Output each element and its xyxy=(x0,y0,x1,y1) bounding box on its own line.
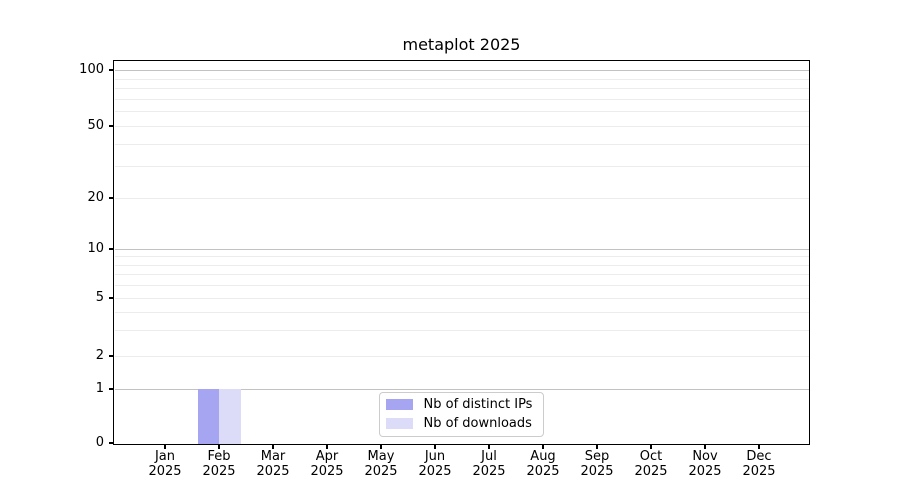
y-tick-mark xyxy=(108,197,113,199)
gridline-minor xyxy=(114,256,809,258)
bar-distinct-ips xyxy=(197,389,219,444)
x-tick-mark xyxy=(488,444,490,449)
gridline-minor xyxy=(114,198,809,199)
x-tick-mark xyxy=(650,444,652,449)
y-tick-label: 1 xyxy=(95,381,104,396)
x-tick-year: 2025 xyxy=(256,463,290,479)
x-tick-month: Apr xyxy=(315,449,339,464)
x-tick-label: Oct 2025 xyxy=(624,449,678,479)
gridline-minor xyxy=(114,312,809,314)
x-tick-month: Jun xyxy=(424,449,446,464)
gridline-minor xyxy=(114,78,809,80)
y-tick-mark xyxy=(108,248,113,250)
x-tick-mark xyxy=(380,444,382,449)
y-tick-label: 5 xyxy=(95,290,104,305)
y-tick-mark xyxy=(108,297,113,299)
legend: Nb of distinct IPs Nb of downloads xyxy=(378,391,544,437)
legend-swatch-distinct-ips xyxy=(385,399,413,411)
legend-label-distinct-ips: Nb of distinct IPs xyxy=(423,397,533,413)
y-tick-label: 2 xyxy=(95,348,104,363)
gridline-minor xyxy=(114,126,809,127)
gridline-minor xyxy=(114,264,809,266)
y-tick-mark xyxy=(108,125,113,127)
y-tick-mark xyxy=(108,69,113,71)
x-tick-year: 2025 xyxy=(688,463,722,479)
x-tick-mark xyxy=(326,444,328,449)
x-tick-month: Mar xyxy=(260,449,286,464)
gridline-minor xyxy=(114,274,809,276)
x-tick-label: Jul 2025 xyxy=(462,449,516,479)
chart-title: metaplot 2025 xyxy=(402,35,521,54)
legend-label-downloads: Nb of downloads xyxy=(423,415,532,431)
gridline-minor xyxy=(114,298,809,299)
legend-entry-distinct-ips: Nb of distinct IPs xyxy=(385,396,537,415)
x-tick-mark xyxy=(542,444,544,449)
bar-downloads xyxy=(219,389,241,444)
x-tick-mark xyxy=(272,444,274,449)
x-tick-year: 2025 xyxy=(310,463,344,479)
x-tick-month: Feb xyxy=(207,449,231,464)
x-tick-year: 2025 xyxy=(364,463,398,479)
x-tick-month: Sep xyxy=(584,449,610,464)
y-tick-label: 100 xyxy=(79,62,104,77)
x-tick-month: May xyxy=(367,449,395,464)
x-tick-mark xyxy=(704,444,706,449)
plot-spines xyxy=(112,60,811,445)
x-tick-label: Nov 2025 xyxy=(678,449,732,479)
y-tick-mark xyxy=(108,355,113,357)
gridline-major xyxy=(114,389,809,390)
x-tick-year: 2025 xyxy=(472,463,506,479)
x-tick-month: Nov xyxy=(692,449,718,464)
x-tick-month: Oct xyxy=(639,449,663,464)
x-tick-mark xyxy=(218,444,220,449)
y-tick-label: 20 xyxy=(87,190,104,205)
gridline-minor xyxy=(114,88,809,90)
x-tick-year: 2025 xyxy=(580,463,614,479)
x-tick-label: Sep 2025 xyxy=(570,449,624,479)
x-tick-label: Apr 2025 xyxy=(300,449,354,479)
gridline-minor xyxy=(114,356,809,357)
x-tick-year: 2025 xyxy=(418,463,452,479)
x-tick-year: 2025 xyxy=(742,463,776,479)
x-tick-label: Jan 2025 xyxy=(138,449,192,479)
y-tick-label: 10 xyxy=(87,241,104,256)
x-tick-mark xyxy=(758,444,760,449)
x-tick-mark xyxy=(596,444,598,449)
x-tick-label: Dec 2025 xyxy=(732,449,786,479)
x-tick-month: Dec xyxy=(746,449,772,464)
y-tick-label: 50 xyxy=(87,118,104,133)
x-tick-label: Aug 2025 xyxy=(516,449,570,479)
x-tick-label: Mar 2025 xyxy=(246,449,300,479)
gridline-minor xyxy=(114,98,809,100)
x-tick-month: Jan xyxy=(154,449,176,464)
gridline-minor xyxy=(114,330,809,332)
x-tick-month: Jul xyxy=(481,449,497,464)
y-tick-label: 0 xyxy=(95,435,104,450)
x-tick-label: Feb 2025 xyxy=(192,449,246,479)
x-tick-year: 2025 xyxy=(148,463,182,479)
gridline-minor xyxy=(114,143,809,145)
gridline-major xyxy=(114,249,809,250)
x-tick-label: May 2025 xyxy=(354,449,408,479)
gridline-minor xyxy=(114,285,809,287)
x-tick-mark xyxy=(434,444,436,449)
x-tick-year: 2025 xyxy=(526,463,560,479)
x-tick-label: Jun 2025 xyxy=(408,449,462,479)
legend-swatch-downloads xyxy=(385,417,413,429)
y-tick-mark xyxy=(108,388,113,390)
x-tick-month: Aug xyxy=(530,449,556,464)
x-tick-mark xyxy=(164,444,166,449)
gridline-major xyxy=(114,70,809,71)
gridline-minor xyxy=(114,111,809,113)
x-tick-year: 2025 xyxy=(202,463,236,479)
x-tick-year: 2025 xyxy=(634,463,668,479)
gridline-minor xyxy=(114,166,809,168)
y-tick-mark xyxy=(108,442,113,444)
legend-entry-downloads: Nb of downloads xyxy=(385,414,537,433)
